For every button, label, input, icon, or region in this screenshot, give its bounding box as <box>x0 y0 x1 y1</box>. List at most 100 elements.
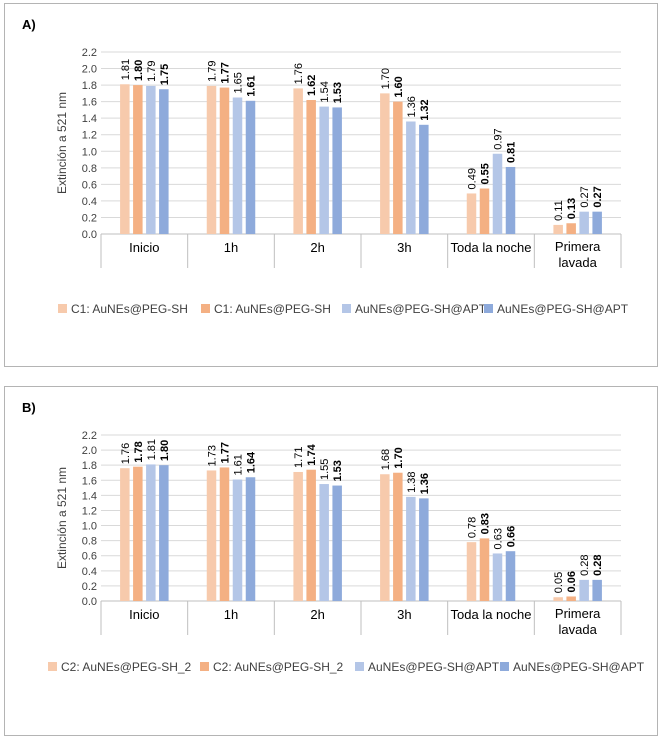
data-label: 0.27 <box>592 186 604 207</box>
chart-panel-b: B) 0.0 0.2 0.4 0.6 0.8 1.0 1.2 1.4 1.6 1.8 2.0 2.2 E… <box>4 386 658 736</box>
bar <box>466 193 477 234</box>
data-label: 1.81 <box>146 439 158 460</box>
y-tick-label: 0.6 <box>82 551 97 563</box>
data-label: 0.27 <box>579 186 591 207</box>
bar <box>393 472 403 601</box>
bar <box>306 469 316 601</box>
x-tick-label: Inicio <box>129 607 159 622</box>
data-label: 1.64 <box>246 451 258 473</box>
y-tick-label: 1.0 <box>82 146 97 158</box>
y-tick-label: 0.6 <box>82 179 97 191</box>
data-label: 1.53 <box>332 82 344 103</box>
data-label: 1.55 <box>319 459 331 480</box>
bar <box>133 85 143 234</box>
y-tick-label: 1.8 <box>82 80 97 92</box>
legend-label: AuNEs@PEG-SH@APT <box>497 302 629 316</box>
y-tick-label: 1.2 <box>82 505 97 517</box>
legend-label: C2: AuNEs@PEG-SH_2 <box>61 660 192 674</box>
y-tick-label: 0.4 <box>82 196 97 208</box>
bar <box>206 470 217 601</box>
data-label: 1.70 <box>380 68 392 89</box>
bar <box>293 471 303 601</box>
y-tick-label: 2.0 <box>82 445 97 457</box>
y-tick-label: 0.0 <box>82 229 97 241</box>
data-label: 0.78 <box>467 517 479 538</box>
x-tick-label: 2h <box>310 240 324 255</box>
data-label: 0.49 <box>467 168 479 189</box>
bar <box>332 107 342 234</box>
panel-label-b: B) <box>22 400 36 415</box>
legend-label: C2: AuNEs@PEG-SH_2 <box>213 660 344 674</box>
y-tick-label: 1.4 <box>82 490 97 502</box>
bar <box>566 596 576 601</box>
y-tick-label: 1.6 <box>82 97 97 109</box>
x-tick-label: Primera lavada <box>555 606 601 637</box>
bar <box>579 211 589 234</box>
legend-swatch <box>201 304 210 313</box>
data-label: 1.76 <box>293 63 305 84</box>
bar <box>553 597 563 601</box>
bar <box>219 467 230 601</box>
y-tick-label: 0.8 <box>82 536 97 548</box>
bar <box>466 542 477 601</box>
bar <box>120 84 130 234</box>
y-tick-label: 0.0 <box>82 596 97 608</box>
legend-swatch <box>342 304 351 313</box>
legend-label: AuNEs@PEG-SH@APT <box>513 660 645 674</box>
data-label: 1.61 <box>246 75 258 96</box>
y-tick-label: 2.2 <box>82 430 97 442</box>
data-label: 1.70 <box>393 447 405 468</box>
data-label: 0.13 <box>566 198 578 219</box>
y-tick-label: 0.4 <box>82 566 97 578</box>
bar <box>406 496 416 601</box>
data-label: 1.53 <box>332 460 344 481</box>
data-label: 0.28 <box>579 554 591 575</box>
y-tick-label: 1.0 <box>82 521 97 533</box>
legend-label: C1: AuNEs@PEG-SH <box>214 302 331 316</box>
data-label: 1.36 <box>419 473 431 494</box>
chart-b-svg: 0.0 0.2 0.4 0.6 0.8 1.0 1.2 1.4 1.6 1.8 2.0 2.2 Exti… <box>48 430 645 674</box>
data-label: 1.77 <box>220 442 232 463</box>
data-label: 1.80 <box>133 60 145 81</box>
data-label: 1.65 <box>233 72 245 93</box>
bar <box>159 465 169 601</box>
x-tick-label: 2h <box>310 607 324 622</box>
y-tick-label: 1.8 <box>82 460 97 472</box>
bar <box>492 153 503 234</box>
x-tick-label: Inicio <box>129 240 159 255</box>
data-label: 1.62 <box>306 75 318 96</box>
bar <box>219 87 230 234</box>
data-label: 1.68 <box>380 449 392 470</box>
legend-swatch <box>58 304 67 313</box>
legend-label: AuNEs@PEG-SH@APT <box>355 302 487 316</box>
data-label: 0.55 <box>480 163 492 184</box>
data-label: 1.61 <box>233 454 245 475</box>
data-label: 1.78 <box>133 441 145 462</box>
x-tick-label: 1h <box>224 607 238 622</box>
data-label: 1.71 <box>293 447 305 468</box>
y-axis-label: Extinción a 521 nm <box>55 467 69 569</box>
legend-swatch <box>355 662 364 671</box>
y-tick-label: 1.2 <box>82 130 97 142</box>
data-label: 1.76 <box>120 443 132 464</box>
bar <box>146 85 156 234</box>
bar <box>479 538 490 601</box>
y-tick-label: 1.6 <box>82 475 97 487</box>
panel-label-a: A) <box>22 17 36 32</box>
data-label: 1.79 <box>207 60 219 81</box>
bar <box>293 88 303 235</box>
bar <box>133 466 143 601</box>
legend-swatch <box>200 662 209 671</box>
bar <box>393 101 403 235</box>
bar <box>146 464 156 601</box>
data-label: 0.11 <box>553 200 565 221</box>
bar <box>232 479 243 601</box>
bar <box>245 477 256 601</box>
bar <box>419 498 429 601</box>
bar <box>159 89 169 235</box>
y-tick-label: 0.8 <box>82 163 97 175</box>
chart-a-svg: 0.0 0.2 0.4 0.6 0.8 1.0 1.2 1.4 1.6 1.8 2.0 2.2 Exti… <box>55 47 629 316</box>
x-tick-label: 3h <box>397 240 411 255</box>
legend-swatch <box>500 662 509 671</box>
data-label: 1.79 <box>146 60 158 81</box>
